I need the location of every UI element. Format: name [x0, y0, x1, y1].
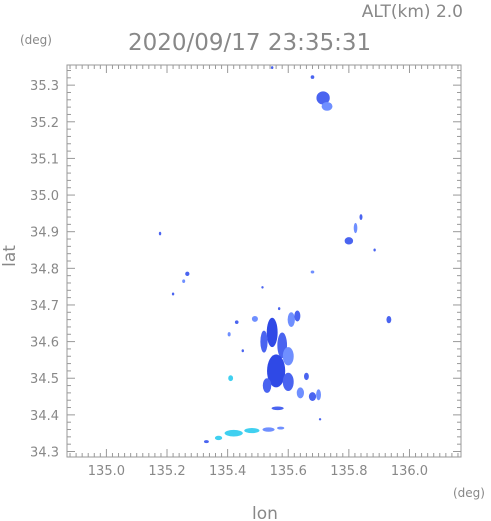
- altitude-label: ALT(km) 2.0: [362, 2, 463, 22]
- chart-title: 2020/09/17 23:35:31: [128, 30, 371, 56]
- echo-cell-12: [373, 248, 376, 252]
- echo-cell-35: [244, 428, 260, 434]
- y-tick-label: 35.2: [30, 116, 59, 131]
- x-axis-label: lon: [252, 504, 278, 521]
- echo-cell-11: [310, 270, 315, 274]
- echo-cell-36: [262, 427, 275, 432]
- echo-cell-7: [158, 231, 162, 236]
- echo-cell-20: [287, 312, 295, 327]
- echo-cell-30: [316, 389, 321, 401]
- echo-cell-37: [277, 426, 285, 430]
- echo-cell-39: [203, 440, 209, 444]
- axis-ticks: 135.0 135.2 135.4 135.6 135.8 136.0 34.3 34.4 34…: [30, 65, 461, 479]
- echo-cell-16: [227, 332, 231, 337]
- x-tick-label: 135.0: [88, 464, 125, 479]
- y-tick-label: 34.8: [30, 262, 59, 277]
- y-tick-label: 34.6: [30, 336, 59, 351]
- echo-cell-4: [344, 237, 354, 245]
- echo-cell-14: [251, 315, 258, 322]
- echo-cell-18: [260, 330, 268, 353]
- echo-cell-31: [228, 375, 234, 382]
- echo-cell-5: [353, 222, 358, 234]
- echo-cell-26: [296, 387, 305, 399]
- echo-cell-17: [266, 317, 278, 348]
- echo-layer: [158, 66, 392, 444]
- echo-cell-25: [262, 378, 272, 393]
- plot-frame: [66, 64, 462, 458]
- echo-cell-28: [241, 349, 244, 353]
- echo-cell-1: [321, 102, 333, 111]
- y-tick-label: 35.0: [30, 189, 59, 204]
- y-unit-label: (deg): [20, 33, 52, 47]
- x-tick-label: 135.4: [209, 464, 246, 479]
- echo-cell-32: [271, 406, 284, 411]
- echo-cell-38: [214, 435, 223, 441]
- echo-cell-6: [359, 214, 363, 220]
- y-tick-label: 35.1: [30, 152, 59, 167]
- echo-cell-33: [318, 418, 322, 421]
- y-axis-label: lat: [0, 245, 20, 267]
- echo-cell-21: [294, 310, 301, 322]
- echo-cell-9: [182, 279, 186, 283]
- echo-cell-10: [171, 292, 175, 296]
- y-tick-label: 34.4: [30, 409, 59, 424]
- echo-cell-27: [304, 372, 309, 381]
- x-tick-label: 136.0: [391, 464, 428, 479]
- y-tick-label: 34.9: [30, 226, 59, 241]
- echo-cell-23: [267, 354, 286, 388]
- echo-cell-34: [224, 429, 243, 437]
- echo-cell-13: [386, 315, 392, 324]
- x-tick-label: 135.2: [148, 464, 185, 479]
- echo-cell-41: [277, 307, 281, 311]
- echo-cell-15: [234, 320, 239, 325]
- y-tick-label: 35.3: [30, 79, 59, 94]
- x-tick-label: 135.6: [270, 464, 307, 479]
- echo-cell-29: [308, 392, 317, 401]
- echo-cell-22: [282, 347, 294, 366]
- x-tick-label: 135.8: [330, 464, 367, 479]
- echo-cell-40: [261, 286, 264, 289]
- echo-cell-3: [270, 66, 274, 70]
- echo-cell-8: [185, 271, 190, 277]
- x-unit-label: (deg): [453, 486, 485, 500]
- echo-cell-2: [310, 75, 315, 79]
- echo-cell-0: [316, 91, 330, 105]
- y-tick-label: 34.7: [30, 299, 59, 314]
- y-tick-label: 34.5: [30, 372, 59, 387]
- echo-cell-24: [282, 372, 294, 392]
- y-tick-label: 34.3: [30, 446, 59, 461]
